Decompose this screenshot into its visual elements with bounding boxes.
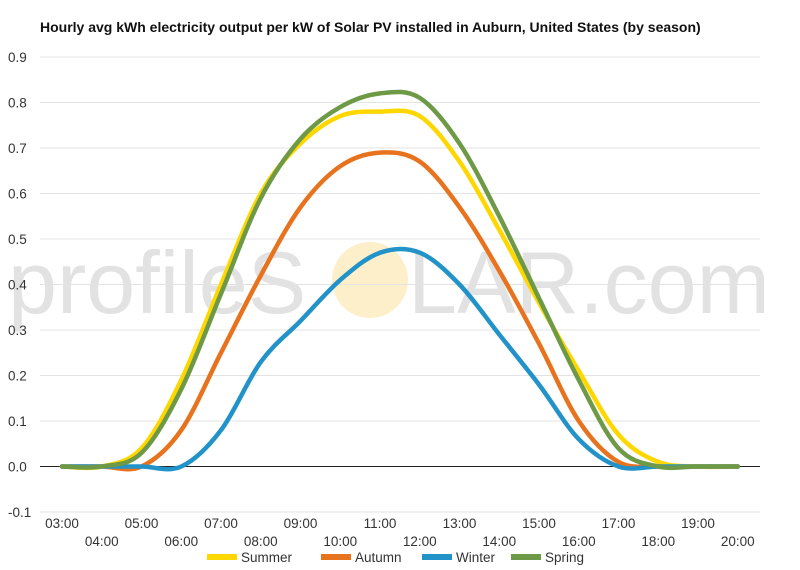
y-tick-label: 0.5	[8, 232, 27, 247]
x-tick-label: 18:00	[641, 534, 675, 549]
y-tick-label: 0.4	[8, 278, 27, 293]
x-tick-label: 11:00	[364, 516, 397, 531]
y-tick-label: 0.8	[8, 96, 27, 111]
y-tick-label: 0.7	[8, 141, 27, 156]
y-tick-label: 0.6	[8, 187, 27, 202]
series-line-summer	[59, 108, 741, 471]
x-tick-label: 13:00	[443, 516, 477, 531]
x-tick-label: 03:00	[45, 516, 79, 531]
y-tick-label: 0.3	[8, 323, 27, 338]
legend-label-autumn: Autumn	[355, 550, 402, 565]
legend: Summer Autumn Winter Spring	[207, 550, 584, 565]
legend-label-summer: Summer	[241, 550, 293, 565]
x-tick-label: 12:00	[403, 534, 437, 549]
watermark-sun-icon	[332, 242, 408, 318]
x-tick-label: 20:00	[721, 534, 755, 549]
x-tick-label: 19:00	[681, 516, 715, 531]
y-tick-label: -0.1	[8, 505, 31, 520]
series-lines	[59, 89, 741, 472]
x-tick-label: 06:00	[164, 534, 198, 549]
x-tick-label: 07:00	[204, 516, 238, 531]
x-tick-label: 15:00	[522, 516, 556, 531]
x-axis-ticks: 03:00 04:00 05:00 06:00 07:00 08:00 09:00 10:00…	[45, 516, 755, 549]
legend-swatch-winter	[422, 554, 452, 560]
legend-swatch-summer	[207, 554, 237, 560]
x-tick-label: 09:00	[284, 516, 318, 531]
y-axis-ticks: -0.1 0.0 0.1 0.2 0.3 0.4 0.5 0.6 0.7 0.8 0.9	[8, 50, 31, 520]
series-line-autumn	[59, 150, 741, 472]
x-tick-label: 04:00	[85, 534, 119, 549]
x-tick-label: 05:00	[125, 516, 159, 531]
y-tick-label: 0.0	[8, 460, 27, 475]
x-tick-label: 16:00	[562, 534, 596, 549]
legend-swatch-autumn	[321, 554, 351, 560]
x-tick-label: 10:00	[323, 534, 357, 549]
chart-title: Hourly avg kWh electricity output per kW…	[40, 19, 701, 35]
y-tick-label: 0.1	[8, 414, 27, 429]
watermark-text-right: LAR.com	[408, 233, 770, 332]
watermark-text-left: profileS	[8, 233, 306, 332]
series-line-spring	[59, 89, 741, 471]
legend-label-spring: Spring	[545, 550, 584, 565]
series-line-winter	[59, 246, 741, 472]
y-tick-label: 0.9	[8, 50, 27, 65]
watermark: profileS LAR.com	[8, 233, 770, 332]
x-tick-label: 14:00	[482, 534, 516, 549]
x-tick-label: 17:00	[602, 516, 636, 531]
legend-label-winter: Winter	[456, 550, 496, 565]
x-tick-label: 08:00	[244, 534, 278, 549]
y-tick-label: 0.2	[8, 369, 27, 384]
legend-swatch-spring	[511, 554, 541, 560]
